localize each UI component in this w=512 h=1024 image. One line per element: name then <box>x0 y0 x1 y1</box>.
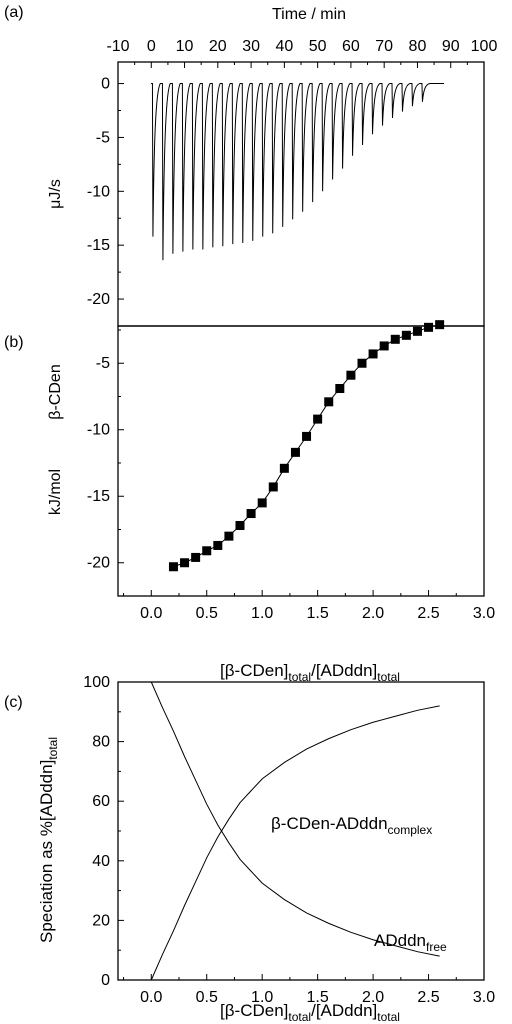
panel-b-x-tick-label: 0.0 <box>140 605 162 622</box>
panel-c-axes <box>117 681 485 981</box>
time-axis-tick-label: 0 <box>147 38 156 55</box>
panel-b-x-title: [β-CDen]total/[ADddn]total <box>220 661 400 684</box>
panel-b-x-tick-label: 1.0 <box>251 605 273 622</box>
panel-b-y-tick-label: -20 <box>87 555 110 572</box>
binding-data-point <box>302 431 312 441</box>
panel-c-label: (c) <box>4 694 23 711</box>
panel-b-x-tick-label: 1.5 <box>307 605 329 622</box>
binding-data-point <box>335 384 345 394</box>
panel-b-y-title-unit: kJ/mol <box>47 469 64 515</box>
panel-b-x-tick-label: 2.5 <box>417 605 439 622</box>
binding-data-point <box>390 334 400 344</box>
panel-c-x-tick-label: 3.0 <box>473 989 495 1006</box>
panel-c-y-tick-label: 20 <box>92 912 110 929</box>
panel-c-x-tick-label: 2.0 <box>362 989 384 1006</box>
panel-c-y-tick-label: 100 <box>83 674 110 691</box>
panel-a-y-title: μJ/s <box>47 179 64 209</box>
complex-speciation-curve <box>150 705 440 981</box>
binding-data-point <box>191 552 201 562</box>
time-axis-title: Time / min <box>272 6 346 23</box>
panel-b-y-title-species: β-CDen <box>47 364 64 419</box>
panel-b-y-tick-label: -15 <box>87 488 110 505</box>
binding-data-point <box>290 447 300 457</box>
time-axis-tick-label: 40 <box>275 38 293 55</box>
binding-fit-curve <box>173 324 440 568</box>
binding-data-point <box>235 521 245 531</box>
panel-c-y-tick-label: 0 <box>101 972 110 989</box>
panel-c-y-title: Speciation as %[ADddn]total <box>37 737 60 943</box>
panel-c-y-tick-label: 60 <box>92 793 110 810</box>
binding-data-point <box>257 498 267 508</box>
time-axis-tick-label: 20 <box>209 38 227 55</box>
binding-data-point <box>213 540 223 550</box>
binding-data-point <box>246 509 256 519</box>
binding-data-point <box>279 463 289 473</box>
time-axis-tick-label: 100 <box>471 38 498 55</box>
panel-c: (c) Speciation as %[ADddn]total 0 20 40 60 8… <box>4 674 495 1024</box>
binding-data-point <box>412 326 422 336</box>
binding-data-point <box>435 320 445 330</box>
time-axis-tick-label: 50 <box>309 38 327 55</box>
panel-b-y-tick-labels: -5 -10 -15 -20 <box>87 355 110 572</box>
panel-a-y-tick-label: -5 <box>96 129 110 146</box>
panel-a-y-tick-labels: 0 -5 -10 -15 -20 <box>87 76 110 309</box>
panel-a-y-tick-label: 0 <box>101 76 110 93</box>
binding-data-point <box>202 546 212 556</box>
panel-b-label: (b) <box>4 334 24 351</box>
panel-c-x-tick-label: 1.0 <box>251 989 273 1006</box>
panel-c-x-tick-label: 2.5 <box>417 989 439 1006</box>
heat-flow-trace <box>150 83 445 261</box>
time-axis-tick-label: 90 <box>442 38 460 55</box>
free-speciation-curve <box>150 681 440 957</box>
panel-b-x-tick-label: 2.0 <box>362 605 384 622</box>
panel-c-y-tick-label: 80 <box>92 734 110 751</box>
binding-data-point <box>168 562 178 572</box>
time-axis-tick-label: 80 <box>409 38 427 55</box>
binding-data-points <box>168 320 445 572</box>
panel-c-x-tick-label: 0.0 <box>140 989 162 1006</box>
binding-data-point <box>324 397 334 407</box>
panel-b-axes <box>117 325 485 597</box>
panel-b-x-tick-label: 3.0 <box>473 605 495 622</box>
panel-a-y-tick-label: -20 <box>87 291 110 308</box>
time-axis-tick-label: 10 <box>176 38 194 55</box>
panel-c-y-tick-labels: 0 20 40 60 80 100 <box>83 674 110 989</box>
panel-a: (a) Time / min -10 0 10 20 30 40 50 60 70 80 90 100… <box>4 4 497 327</box>
binding-data-point <box>224 531 234 541</box>
time-axis-tick-labels: -10 0 10 20 30 40 50 60 70 80 90 100 <box>106 38 497 55</box>
panel-c-x-tick-label: 1.5 <box>307 989 329 1006</box>
binding-data-point <box>401 330 411 340</box>
binding-data-point <box>357 358 367 368</box>
binding-data-point <box>180 558 190 568</box>
binding-data-point <box>268 482 278 492</box>
panel-b: (b) kJ/mol β-CDen -5 -10 -15 -20 0.0 0.5 1.0 1… <box>4 320 495 684</box>
panel-c-y-tick-label: 40 <box>92 853 110 870</box>
binding-data-point <box>368 349 378 359</box>
panel-b-x-tick-label: 0.5 <box>196 605 218 622</box>
panel-a-y-tick-label: -15 <box>87 237 110 254</box>
binding-data-point <box>379 341 389 351</box>
panel-b-y-tick-label: -10 <box>87 422 110 439</box>
panel-c-x-tick-label: 0.5 <box>196 989 218 1006</box>
panel-c-x-title: [β-CDen]total/[ADddn]total <box>220 1001 400 1024</box>
time-axis-tick-label: 60 <box>342 38 360 55</box>
plot-frame <box>117 325 485 597</box>
panel-c-x-tick-labels: 0.0 0.5 1.0 1.5 2.0 2.5 3.0 <box>140 989 495 1006</box>
time-axis-tick-label: -10 <box>106 38 129 55</box>
panel-a-label: (a) <box>4 4 24 21</box>
free-curve-label: ADddnfree <box>374 931 447 954</box>
binding-data-point <box>424 322 434 332</box>
complex-curve-label: β-CDen-ADddncomplex <box>271 814 432 837</box>
binding-data-point <box>346 370 356 380</box>
panel-a-y-tick-label: -10 <box>87 183 110 200</box>
panel-b-y-tick-label: -5 <box>96 355 110 372</box>
panel-b-x-tick-labels: 0.0 0.5 1.0 1.5 2.0 2.5 3.0 <box>140 605 495 622</box>
time-axis-tick-label: 70 <box>375 38 393 55</box>
time-axis-tick-label: 30 <box>242 38 260 55</box>
binding-data-point <box>313 414 323 424</box>
